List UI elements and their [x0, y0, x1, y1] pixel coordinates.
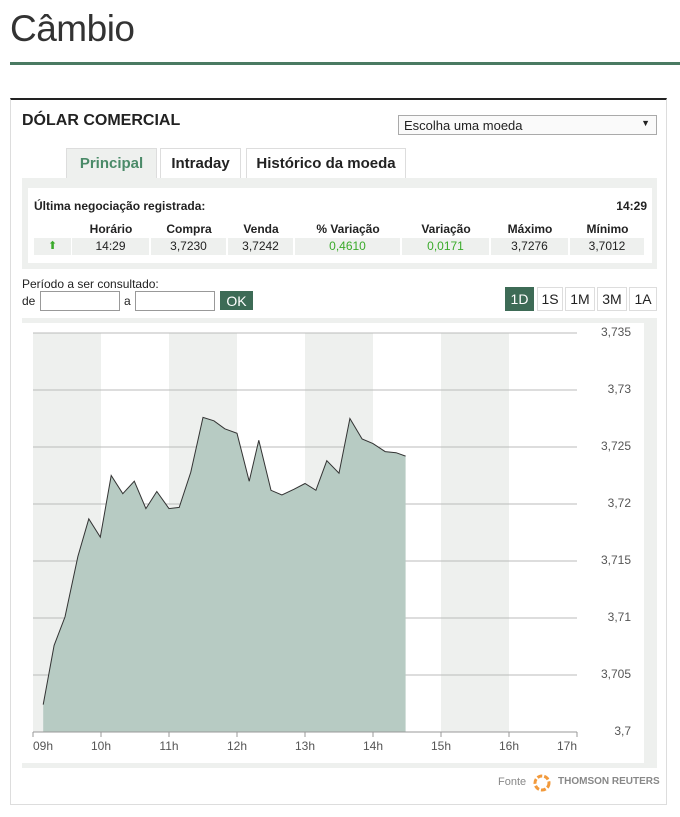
range-button[interactable]: 1S [537, 287, 563, 311]
column-header: Venda [243, 222, 279, 236]
range-button[interactable]: 1D [505, 287, 534, 311]
column-header: Compra [166, 222, 212, 236]
quote-cell: 3,7242 [228, 238, 293, 255]
tab[interactable]: Histórico da moeda [246, 148, 406, 179]
tab[interactable]: Intraday [160, 148, 241, 179]
quote-cell: 3,7230 [151, 238, 226, 255]
panel-title: DÓLAR COMERCIAL [22, 112, 181, 129]
line [42, 416, 406, 705]
x-tick-label: 13h [295, 739, 315, 753]
column-header: Máximo [507, 222, 553, 236]
title-rule [10, 62, 680, 65]
quote-cell: 3,7012 [570, 238, 644, 255]
tab[interactable]: Principal [66, 148, 157, 179]
y-tick-label: 3,705 [601, 667, 631, 681]
quote-time: 14:29 [616, 199, 647, 213]
x-tick-label: 15h [431, 739, 451, 753]
provider: THOMSON REUTERS [558, 776, 660, 787]
date-input[interactable] [135, 291, 215, 311]
x-tick-label: 09h [33, 739, 53, 753]
period-to: a [124, 294, 131, 308]
page-title: Câmbio [10, 8, 135, 49]
x-tick-label: 10h [91, 739, 111, 753]
quote-cell: 3,7276 [491, 238, 568, 255]
column-header: % Variação [316, 222, 380, 236]
chart: 3,7 3,705 3,71 3,715 3,72 3,725 3,73 3,735 09h 10… [22, 323, 644, 763]
x-tick-label: 16h [499, 739, 519, 753]
column-header: Horário [89, 222, 133, 236]
date-input[interactable] [40, 291, 120, 311]
range-button[interactable]: 1M [565, 287, 595, 311]
x-tick-label: 12h [227, 739, 247, 753]
y-tick-label: 3,735 [601, 325, 631, 339]
quote-cell: 0,4610 [295, 238, 400, 255]
source-label: Fonte [498, 776, 527, 788]
reuters-logo [533, 774, 551, 792]
range-button[interactable]: 1A [629, 287, 657, 311]
period-label: Período a ser consultado: [22, 277, 159, 291]
currency-select[interactable]: Escolha uma moeda ▼ [398, 115, 657, 135]
x-tick-label: 11h [159, 739, 178, 753]
quote-cell: 0,0171 [402, 238, 489, 255]
panel [10, 98, 667, 805]
x-tick-label: 14h [363, 739, 383, 753]
period-from: de [22, 294, 36, 308]
column-header: Variação [421, 222, 471, 236]
trend-cell: ⬆ [34, 238, 71, 255]
y-tick-label: 3,71 [608, 610, 632, 624]
y-tick-label: 3,7 [614, 724, 631, 738]
x-tick-label: 17h [557, 739, 577, 753]
select-text: Escolha uma moeda [404, 118, 523, 133]
range-button[interactable]: 3M [597, 287, 627, 311]
y-tick-label: 3,73 [608, 382, 632, 396]
hour-band [441, 333, 509, 732]
quote-cell: 14:29 [72, 238, 149, 255]
y-tick-label: 3,725 [601, 439, 631, 453]
column-header: Mínimo [586, 222, 629, 236]
select-arrow: ▼ [641, 118, 650, 128]
y-tick-label: 3,715 [601, 553, 631, 567]
quote-label: Última negociação registrada: [34, 199, 206, 213]
ok-button[interactable]: OK [220, 291, 253, 310]
y-tick-label: 3,72 [608, 496, 632, 510]
area [43, 417, 406, 732]
